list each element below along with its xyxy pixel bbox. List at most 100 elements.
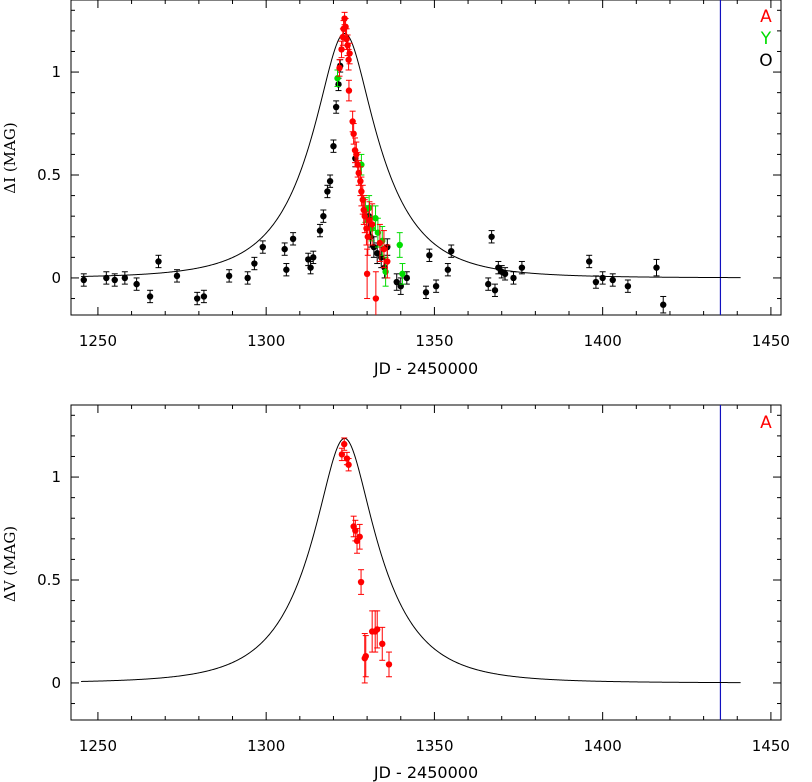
data-point <box>374 250 381 257</box>
data-point <box>448 247 455 255</box>
data-point <box>320 212 327 220</box>
x-tick-label: 1450 <box>752 737 790 755</box>
data-point <box>355 169 362 177</box>
data-point <box>356 533 363 540</box>
data-point <box>345 461 352 468</box>
data-point <box>259 243 267 251</box>
plot-area <box>80 0 741 315</box>
x-tick-label: 1400 <box>584 332 622 350</box>
data-point <box>338 46 345 53</box>
data-point <box>382 268 389 275</box>
data-point <box>385 661 393 668</box>
data-point <box>332 103 340 111</box>
x-tick-label: 1300 <box>247 737 285 755</box>
data-point <box>660 301 667 308</box>
data-point <box>372 295 380 302</box>
data-point <box>374 626 381 633</box>
data-point <box>173 272 181 280</box>
data-point <box>155 258 162 265</box>
data-point <box>357 578 365 586</box>
data-point <box>432 282 440 290</box>
data-point <box>422 289 430 296</box>
data-point <box>491 287 499 294</box>
x-axis-label: JD - 2450000 <box>373 359 478 378</box>
x-tick-label: 1250 <box>79 332 117 350</box>
data-point <box>488 233 495 240</box>
plot-frame <box>70 0 782 316</box>
data-point <box>310 254 317 261</box>
data-point <box>358 188 365 195</box>
data-point <box>380 245 388 253</box>
data-point <box>444 266 452 273</box>
data-point <box>357 177 364 185</box>
data-point <box>384 258 391 265</box>
data-point <box>399 270 406 278</box>
data-point <box>343 35 350 43</box>
data-point <box>193 295 201 302</box>
legend-entry: A <box>760 7 772 27</box>
data-point <box>393 278 400 286</box>
legend: A <box>760 413 772 433</box>
y-tick-label: 0.5 <box>37 166 61 184</box>
legend-entry: Y <box>760 29 772 49</box>
data-point <box>200 293 208 300</box>
model-curve <box>81 32 741 279</box>
legend: AYO <box>759 7 772 71</box>
data-point <box>368 221 376 228</box>
data-point <box>324 188 331 195</box>
y-axis-label: ΔV (MAG) <box>1 526 19 602</box>
data-point <box>307 264 314 271</box>
data-point <box>244 274 251 282</box>
panel-delta-v: JD - 2450000 ΔV (MAG) 1250 1300 1350 1400 14… <box>1 404 790 782</box>
x-tick-label: 1350 <box>415 737 453 755</box>
data-point <box>376 239 384 247</box>
x-axis-label: JD - 2450000 <box>373 763 478 782</box>
data-point <box>121 274 129 282</box>
data-point <box>111 276 118 284</box>
y-tick-label: 0 <box>51 269 61 287</box>
data-point <box>350 130 357 138</box>
data-point <box>330 142 337 150</box>
data-point <box>362 652 369 660</box>
data-point <box>103 274 110 282</box>
data-point <box>326 177 334 185</box>
data-point <box>283 266 290 273</box>
data-point <box>426 252 433 259</box>
data-point <box>653 264 660 271</box>
data-point <box>346 50 353 57</box>
data-point <box>379 640 386 648</box>
data-point <box>485 280 492 288</box>
data-point <box>341 440 348 448</box>
data-point <box>316 227 324 234</box>
data-point <box>338 451 346 458</box>
x-tick-label: 1450 <box>752 332 790 350</box>
data-point <box>501 270 509 278</box>
x-tick-label: 1400 <box>584 737 622 755</box>
data-point <box>345 87 353 94</box>
data-point <box>80 276 87 284</box>
data-point <box>396 241 403 249</box>
data-point <box>592 278 600 286</box>
data-point <box>585 258 593 265</box>
data-point <box>518 264 526 271</box>
y-axis-label: ΔI (MAG) <box>1 122 19 193</box>
data-point <box>225 272 233 280</box>
data-point <box>336 64 343 72</box>
data-point <box>133 280 140 288</box>
legend-entry: O <box>759 51 772 71</box>
x-tick-label: 1300 <box>247 332 285 350</box>
data-point <box>599 274 606 282</box>
y-tick-label: 0.5 <box>37 571 61 589</box>
data-point <box>624 282 632 290</box>
y-tick-label: 0 <box>51 674 61 692</box>
data-point <box>289 235 297 243</box>
data-point <box>403 274 411 282</box>
data-point <box>510 274 517 282</box>
y-tick-label: 1 <box>51 63 61 81</box>
data-point <box>251 260 258 267</box>
legend-entry: A <box>760 413 772 433</box>
data-point <box>146 293 154 300</box>
y-tick-label: 1 <box>51 468 61 486</box>
data-point <box>363 270 371 278</box>
